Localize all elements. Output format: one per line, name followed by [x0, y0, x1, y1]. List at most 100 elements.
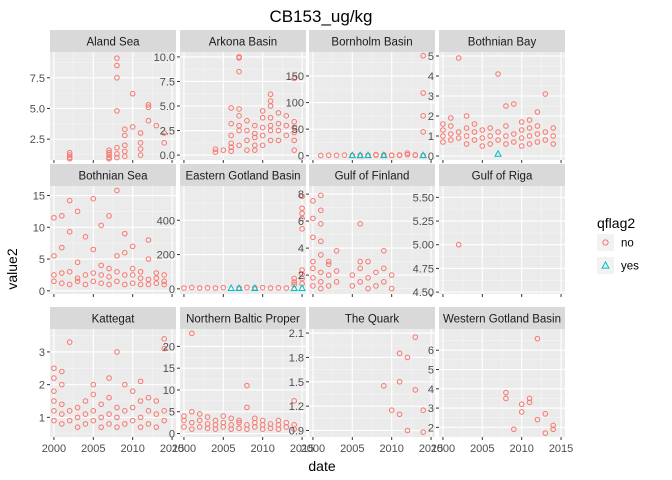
y-tick-label: 4	[298, 243, 304, 255]
point-no	[455, 55, 462, 61]
point-no	[318, 207, 324, 214]
point-no	[550, 133, 556, 139]
point-no	[455, 241, 462, 248]
point-no	[291, 275, 297, 282]
point-no	[291, 118, 297, 125]
point-no	[122, 281, 128, 288]
legend-key	[597, 234, 614, 251]
point-no	[471, 121, 478, 127]
point-no	[98, 424, 104, 430]
point-no	[244, 127, 250, 134]
facet-strip-label: Eastern Gotland Basin	[185, 171, 300, 183]
point-no	[440, 139, 446, 145]
point-yes	[235, 284, 243, 292]
y-tick-label: 10	[33, 222, 45, 234]
y-tick-label: 2	[428, 422, 434, 434]
point-no	[526, 399, 533, 406]
point-no	[325, 152, 332, 159]
point-no	[236, 68, 242, 75]
point-no	[373, 151, 379, 158]
facet-strip	[180, 307, 306, 329]
point-no	[228, 415, 234, 422]
x-tick-label: 2005	[211, 443, 235, 455]
point-no	[341, 152, 348, 158]
point-no	[153, 122, 160, 129]
point-no	[189, 408, 195, 415]
point-no	[161, 272, 167, 278]
y-tick-label: 5	[428, 51, 434, 63]
y-tick-label: 2.5	[160, 126, 175, 138]
point-no	[129, 124, 136, 130]
point-no	[59, 213, 65, 219]
point-no	[299, 267, 305, 273]
point-no	[122, 381, 128, 388]
point-no	[51, 253, 57, 259]
point-no	[479, 127, 486, 133]
point-no	[244, 117, 250, 124]
point-no	[275, 285, 282, 291]
point-no	[299, 226, 305, 232]
point-no	[82, 281, 89, 288]
point-no	[189, 426, 195, 432]
point-no	[137, 398, 144, 404]
point-no	[526, 117, 533, 123]
facet-strip-label: Western Gotland Basin	[443, 314, 561, 326]
point-no	[299, 215, 305, 222]
point-no	[373, 283, 379, 289]
point-no	[137, 152, 144, 158]
point-no	[129, 265, 136, 272]
point-no	[318, 279, 324, 285]
point-no	[66, 149, 73, 156]
point-no	[129, 417, 136, 424]
point-no	[487, 141, 493, 147]
point-no	[161, 140, 167, 146]
y-tick-label: 1	[39, 412, 45, 424]
point-no	[90, 195, 97, 202]
point-no	[357, 258, 363, 265]
point-no	[291, 398, 297, 404]
point-no	[503, 133, 509, 139]
point-no	[74, 259, 81, 266]
point-no	[137, 130, 144, 136]
point-no	[145, 421, 152, 427]
point-no	[90, 381, 97, 388]
point-no	[310, 198, 316, 204]
point-no	[503, 141, 509, 147]
point-no	[90, 417, 97, 424]
point-no	[161, 336, 167, 342]
point-no	[82, 234, 89, 240]
point-no	[236, 142, 242, 149]
point-no	[365, 275, 371, 281]
point-no	[114, 424, 120, 430]
point-no	[153, 411, 160, 417]
y-tick-label: 5.0	[30, 103, 45, 115]
facet-strip-label: Bornholm Basin	[331, 37, 412, 49]
point-no	[388, 285, 395, 292]
point-yes	[298, 284, 306, 292]
point-no	[161, 417, 167, 424]
y-tick-label: 5.25	[413, 216, 434, 228]
y-tick-label: 3	[428, 403, 434, 415]
y-tick-label: 4	[428, 71, 434, 83]
point-no	[189, 419, 195, 426]
point-no	[259, 417, 266, 424]
point-no	[129, 388, 136, 394]
point-no	[495, 129, 501, 135]
point-no	[59, 411, 65, 417]
y-tick-label: 0	[428, 151, 434, 163]
point-yes	[348, 151, 357, 159]
point-no	[220, 147, 227, 153]
y-tick-label: 50	[292, 124, 304, 136]
point-no	[122, 142, 128, 149]
point-no	[114, 74, 120, 81]
point-no	[448, 115, 454, 121]
x-tick-label: 2000	[172, 443, 196, 455]
point-no	[455, 129, 462, 135]
point-no	[122, 272, 128, 278]
point-yes	[379, 151, 388, 159]
point-no	[122, 421, 128, 427]
point-no	[310, 258, 316, 265]
point-yes	[356, 151, 365, 159]
y-tick-label: 0.9	[289, 426, 304, 438]
panel-gulf-of-finland: Gulf of Finland 2 4 6 8	[298, 164, 435, 297]
